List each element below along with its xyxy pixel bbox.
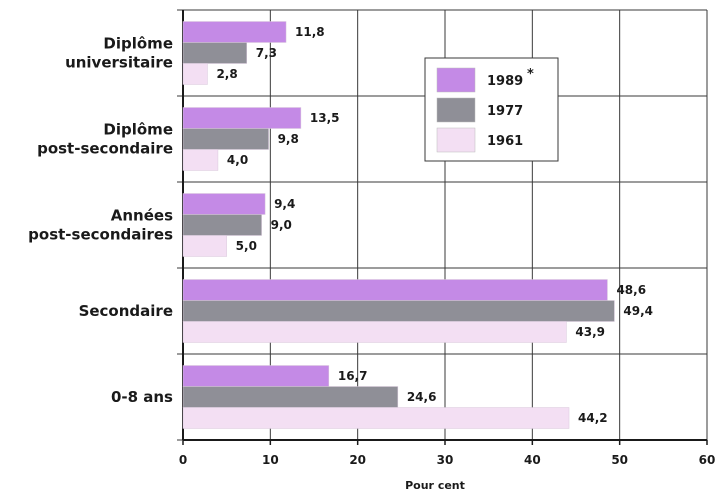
data-label: 24,6: [407, 390, 437, 404]
data-label: 2,8: [216, 67, 237, 81]
x-tick-label: 10: [262, 453, 279, 467]
bar-1961: [182, 149, 219, 171]
category-label: Diplôme post-secondaire: [37, 121, 173, 158]
bar-1961: [182, 63, 208, 85]
legend-swatch: [436, 67, 476, 93]
bar-1961: [182, 235, 227, 257]
x-tick-label: 40: [524, 453, 541, 467]
bar-1989: [182, 279, 608, 301]
data-label: 9,0: [271, 218, 292, 232]
bar-1977: [182, 42, 248, 64]
legend-swatch: [436, 127, 476, 153]
bar-1989: [182, 193, 266, 215]
category-label: Diplôme universitaire: [65, 35, 173, 72]
data-label: 7,3: [256, 46, 277, 60]
data-label: 13,5: [310, 111, 340, 125]
data-label: 43,9: [575, 325, 605, 339]
category-label: Années post-secondaires: [28, 207, 173, 244]
x-tick-label: 0: [179, 453, 187, 467]
legend-label: 1977: [487, 104, 523, 119]
data-label: 9,8: [278, 132, 299, 146]
data-label: 4,0: [227, 153, 248, 167]
x-tick-label: 50: [611, 453, 628, 467]
legend-swatch: [436, 97, 476, 123]
data-label: 44,2: [578, 411, 608, 425]
category-label: 0-8 ans: [111, 388, 173, 406]
bar-1977: [182, 214, 262, 236]
data-label: 16,7: [338, 369, 368, 383]
x-tick-label: 20: [349, 453, 366, 467]
bar-1977: [182, 386, 399, 408]
data-label: 49,4: [623, 304, 653, 318]
legend-footnote-mark: *: [527, 67, 534, 82]
bar-1961: [182, 321, 567, 343]
data-label: 11,8: [295, 25, 325, 39]
data-label: 48,6: [616, 283, 646, 297]
bar-1977: [182, 128, 269, 150]
bar-1989: [182, 365, 330, 387]
category-label: Secondaire: [79, 302, 173, 320]
x-tick-label: 30: [437, 453, 454, 467]
bar-1989: [182, 21, 287, 43]
legend-label: 1961: [487, 134, 523, 149]
bar-1961: [182, 407, 570, 429]
x-axis-title: Pour cent: [405, 479, 465, 492]
x-tick-label: 60: [699, 453, 716, 467]
bar-1989: [182, 107, 302, 129]
legend-label: 1989: [487, 74, 523, 89]
data-label: 5,0: [236, 239, 257, 253]
bar-1977: [182, 300, 615, 322]
data-label: 9,4: [274, 197, 295, 211]
